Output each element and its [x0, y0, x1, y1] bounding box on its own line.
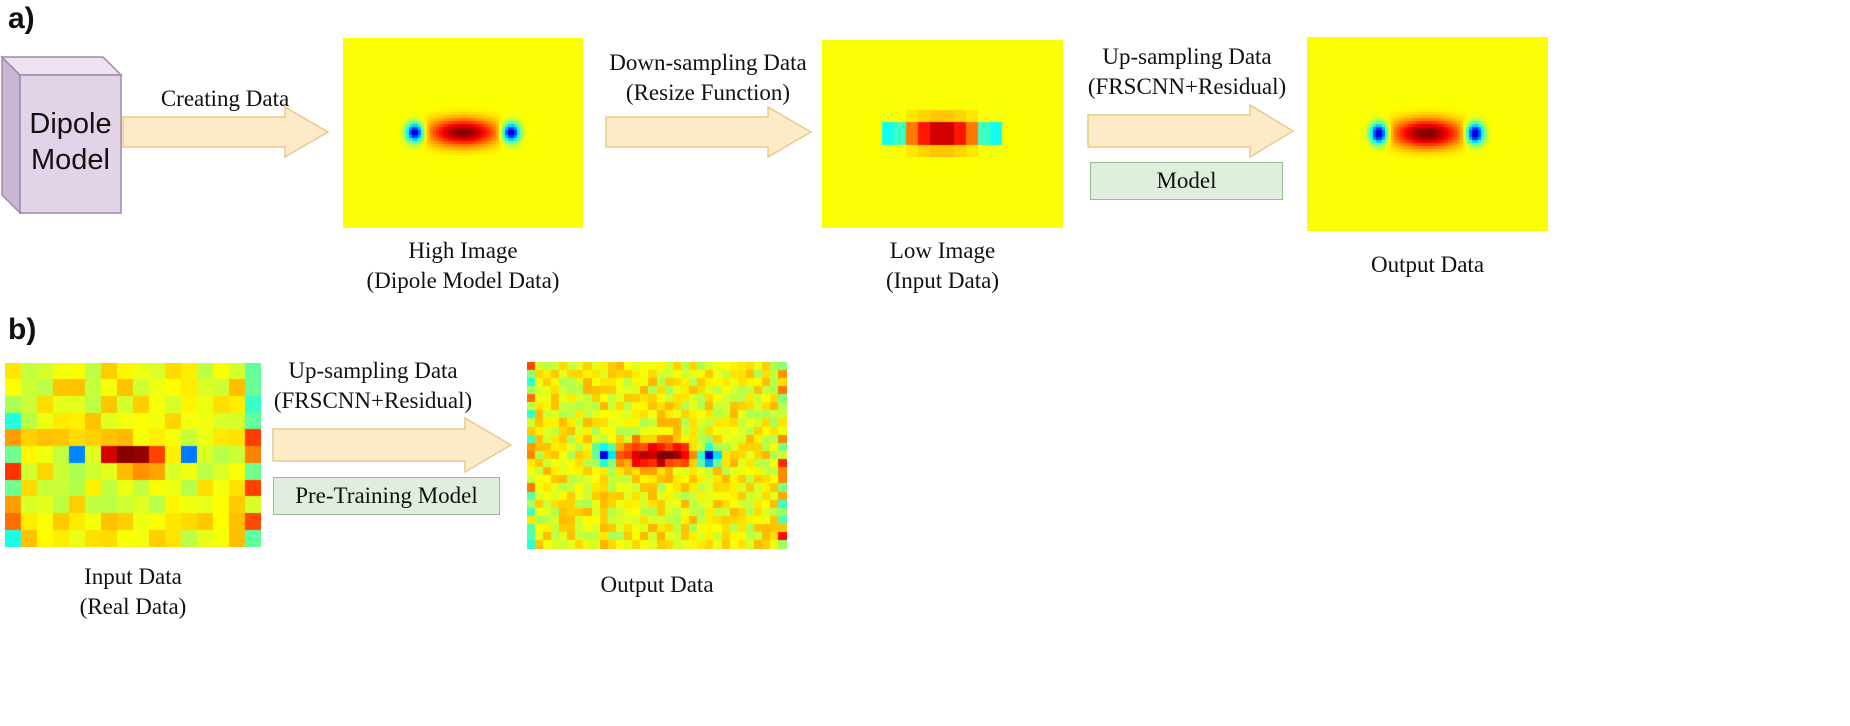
up-sampling-arrow-b [272, 416, 513, 474]
high-image-caption: High Image (Dipole Model Data) [343, 236, 583, 296]
up-sampling-label-b-line1: Up-sampling Data [288, 358, 458, 383]
high-image-caption-line1: High Image [408, 238, 518, 263]
up-sampling-label-a: Up-sampling Data (FRSCNN+Residual) [1082, 42, 1292, 102]
model-box: Model [1090, 162, 1283, 200]
output-caption-b: Output Data [600, 572, 714, 597]
real-input-caption-line1: Input Data [84, 564, 182, 589]
dipole-model-line2: Model [31, 144, 110, 176]
high-image-caption-line2: (Dipole Model Data) [366, 268, 560, 293]
up-sampling-label-a-line2: (FRSCNN+Residual) [1087, 74, 1287, 99]
up-sampling-label-a-line1: Up-sampling Data [1102, 44, 1272, 69]
dipole-model-label: Dipole Model [20, 106, 121, 178]
high-image-heatmap [343, 38, 583, 228]
real-input-caption-line2: (Real Data) [79, 594, 187, 619]
pre-training-model-box: Pre-Training Model [273, 477, 500, 515]
output-caption-a: Output Data [1370, 252, 1485, 277]
low-image-caption-line1: Low Image [889, 238, 996, 263]
cube-side-face [1, 55, 21, 215]
down-sampling-arrow [605, 105, 813, 159]
down-sampling-label: Down-sampling Data (Resize Function) [598, 48, 818, 108]
dipole-model-line1: Dipole [29, 108, 112, 140]
low-image-heatmap [822, 40, 1063, 228]
cube-front-face [19, 74, 122, 214]
low-image-caption: Low Image (Input Data) [822, 236, 1063, 296]
real-input-caption: Input Data (Real Data) [5, 562, 261, 622]
panel-a-label: a) [8, 2, 35, 35]
low-image-caption-line2: (Input Data) [885, 268, 1000, 293]
up-sampling-label-b: Up-sampling Data (FRSCNN+Residual) [268, 356, 478, 416]
creating-data-label: Creating Data [160, 86, 290, 111]
panel-b-label: b) [8, 313, 37, 346]
up-sampling-arrow-a [1087, 103, 1295, 159]
output-image-heatmap-a [1307, 37, 1548, 231]
real-output-heatmap [527, 362, 787, 549]
cube-top-face [0, 56, 123, 76]
creating-data-arrow [122, 105, 330, 159]
dipole-model-box [0, 55, 123, 215]
up-sampling-label-b-line2: (FRSCNN+Residual) [273, 388, 473, 413]
real-input-heatmap [5, 363, 261, 547]
down-sampling-label-line2: (Resize Function) [625, 80, 791, 105]
down-sampling-label-line1: Down-sampling Data [609, 50, 807, 75]
